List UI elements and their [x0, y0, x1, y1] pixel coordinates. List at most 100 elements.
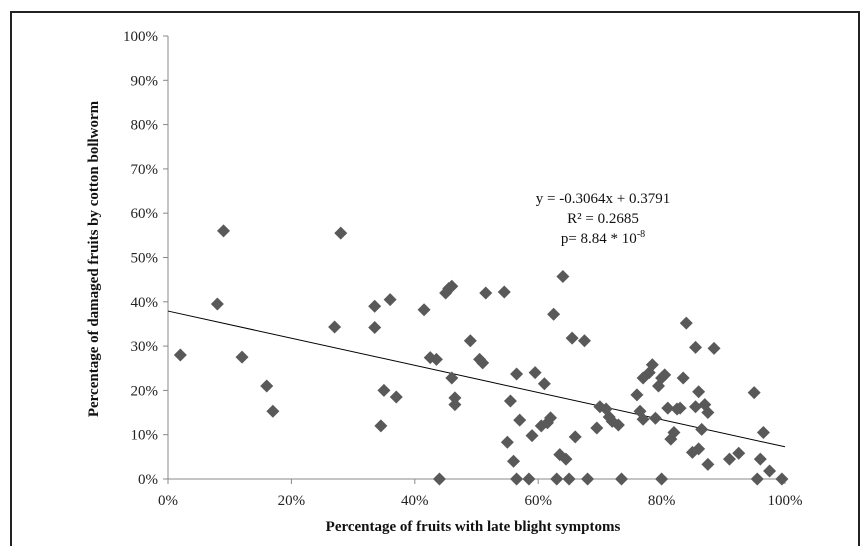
- x-tick-labels: 0% 20% 40% 60% 80% 100%: [158, 493, 803, 509]
- data-point: [568, 430, 582, 444]
- data-point: [510, 472, 524, 486]
- data-point: [556, 270, 570, 284]
- data-point: [500, 435, 514, 449]
- data-point: [562, 472, 576, 486]
- chart-frame: [10, 11, 860, 546]
- data-point: [611, 418, 625, 432]
- data-point: [417, 303, 431, 317]
- data-point: [328, 320, 342, 334]
- regression-annotation: y = -0.3064x + 0.3791 R² = 0.2685 p= 8.8…: [536, 191, 670, 247]
- data-point: [689, 340, 703, 354]
- y-tick-label: 40%: [131, 295, 159, 311]
- data-point: [673, 401, 687, 415]
- data-point: [559, 452, 573, 466]
- data-point: [630, 388, 644, 402]
- data-point: [732, 446, 746, 460]
- data-point: [173, 348, 187, 362]
- y-tick-label: 20%: [131, 383, 159, 399]
- data-point: [722, 452, 736, 466]
- data-point: [550, 472, 564, 486]
- data-point: [383, 293, 397, 307]
- data-point: [448, 398, 462, 412]
- data-point: [432, 472, 446, 486]
- data-point: [510, 367, 524, 381]
- y-tick-label: 50%: [131, 251, 159, 267]
- data-point: [775, 472, 789, 486]
- x-tick-label: 20%: [278, 493, 306, 509]
- data-point: [692, 442, 706, 456]
- data-point: [266, 404, 280, 418]
- data-point: [507, 454, 521, 468]
- data-point: [445, 371, 459, 385]
- y-tick-label: 30%: [131, 339, 159, 355]
- data-point: [448, 391, 462, 405]
- data-point: [614, 472, 628, 486]
- data-point: [701, 457, 715, 471]
- data-point: [260, 379, 274, 393]
- y-tick-labels: 0% 10% 20% 30% 40% 50% 60% 70% 80% 90% 100%: [123, 29, 158, 488]
- data-point: [374, 419, 388, 433]
- regression-equation: y = -0.3064x + 0.3791: [536, 191, 670, 207]
- x-axis-title: Percentage of fruits with late blight sy…: [326, 519, 621, 535]
- x-tick-label: 80%: [648, 493, 676, 509]
- data-point: [707, 341, 721, 355]
- data-point: [547, 307, 561, 321]
- data-point: [692, 385, 706, 399]
- p-value-label: p= 8.84 * 10-8: [561, 229, 645, 247]
- data-point: [756, 425, 770, 439]
- data-point: [577, 334, 591, 348]
- data-point: [525, 429, 539, 443]
- trendline: [167, 310, 786, 448]
- data-point: [753, 452, 767, 466]
- y-tick-label: 90%: [131, 73, 159, 89]
- trendline-group: [167, 310, 786, 448]
- data-point: [645, 358, 659, 372]
- data-point: [537, 377, 551, 391]
- data-point: [590, 421, 604, 435]
- data-point: [695, 422, 709, 436]
- data-point: [497, 285, 511, 299]
- data-point: [676, 371, 690, 385]
- data-point: [368, 320, 382, 334]
- data-point: [377, 383, 391, 397]
- data-point: [701, 406, 715, 420]
- data-point: [235, 350, 249, 364]
- data-point: [679, 316, 693, 330]
- r-squared-label: R² = 0.2685: [567, 211, 639, 227]
- data-point: [581, 472, 595, 486]
- data-point: [661, 401, 675, 415]
- data-point: [389, 390, 403, 404]
- data-point: [648, 411, 662, 425]
- p-value-text: p= 8.84 * 10: [561, 231, 637, 247]
- y-tick-label: 60%: [131, 206, 159, 222]
- data-point: [479, 286, 493, 300]
- data-point: [689, 400, 703, 414]
- data-point: [528, 366, 542, 380]
- y-tick-label: 0%: [138, 472, 158, 488]
- data-point: [763, 464, 777, 478]
- x-tick-label: 60%: [524, 493, 552, 509]
- data-point: [513, 413, 527, 427]
- data-point: [445, 279, 459, 293]
- p-value-exponent: -8: [637, 229, 645, 240]
- data-point: [210, 297, 224, 311]
- data-point: [522, 472, 536, 486]
- data-point: [750, 472, 764, 486]
- data-point: [334, 226, 348, 240]
- x-tick-label: 40%: [401, 493, 429, 509]
- data-point: [503, 394, 517, 408]
- data-point: [368, 299, 382, 313]
- data-point: [658, 368, 672, 382]
- data-point: [544, 411, 558, 425]
- y-tick-label: 100%: [123, 29, 158, 45]
- data-point: [667, 425, 681, 439]
- data-point: [463, 334, 477, 348]
- data-point: [636, 412, 650, 426]
- axes: [163, 35, 786, 484]
- y-tick-label: 70%: [131, 162, 159, 178]
- y-axis-title: Percentage of damaged fruits by cotton b…: [86, 100, 102, 417]
- data-point: [747, 386, 761, 400]
- data-point: [655, 472, 669, 486]
- x-tick-label: 100%: [768, 493, 803, 509]
